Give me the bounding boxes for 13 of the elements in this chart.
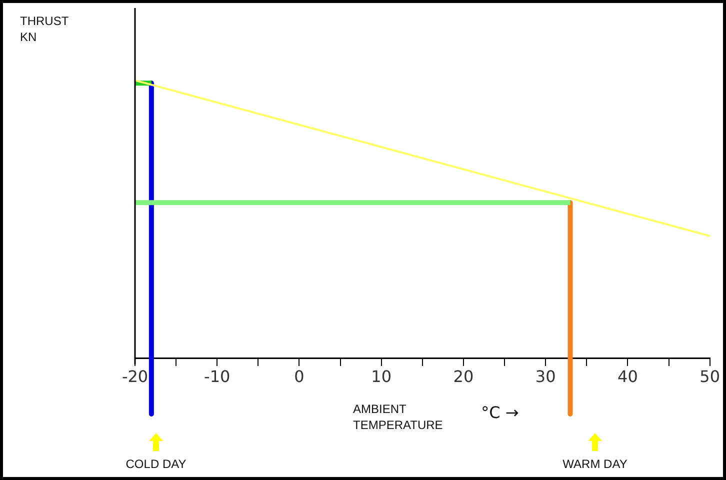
x-tick-label: 30 xyxy=(535,367,556,386)
x-tick-label: 50 xyxy=(700,367,720,386)
text: COLD DAY xyxy=(126,457,186,471)
text: THRUST KN xyxy=(20,14,70,44)
x-tick-label: 20 xyxy=(453,367,474,386)
x-axis-title: AMBIENT TEMPERATURE xyxy=(353,401,443,433)
text: WARM DAY xyxy=(562,457,628,471)
annotation: °C → xyxy=(481,403,519,422)
x-tick-label: -20 xyxy=(122,367,148,386)
x-tick-label: 40 xyxy=(618,367,638,386)
x-tick-label: 0 xyxy=(294,367,304,386)
x-tick-label: 10 xyxy=(371,367,392,386)
x-tick-label: -10 xyxy=(204,367,230,386)
